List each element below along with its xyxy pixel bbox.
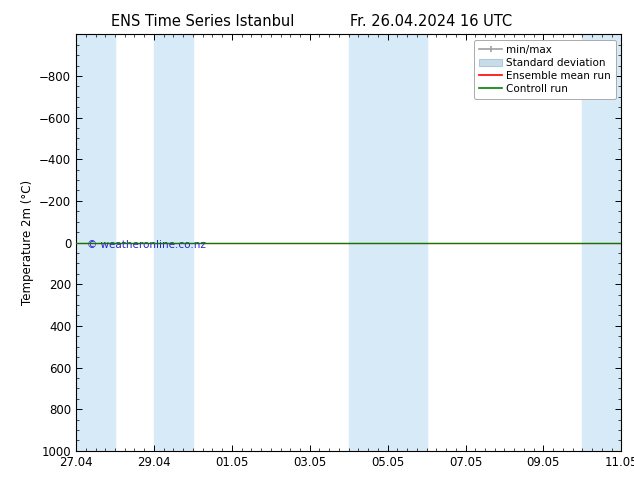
Bar [349,34,387,451]
Text: Fr. 26.04.2024 16 UTC: Fr. 26.04.2024 16 UTC [350,14,512,29]
Text: © weatheronline.co.nz: © weatheronline.co.nz [87,240,206,249]
Bar [583,34,621,451]
Legend: min/max, Standard deviation, Ensemble mean run, Controll run: min/max, Standard deviation, Ensemble me… [474,40,616,99]
Bar [387,34,427,451]
Bar [154,34,193,451]
Y-axis label: Temperature 2m (°C): Temperature 2m (°C) [20,180,34,305]
Text: ENS Time Series Istanbul: ENS Time Series Istanbul [111,14,295,29]
Bar [76,34,115,451]
